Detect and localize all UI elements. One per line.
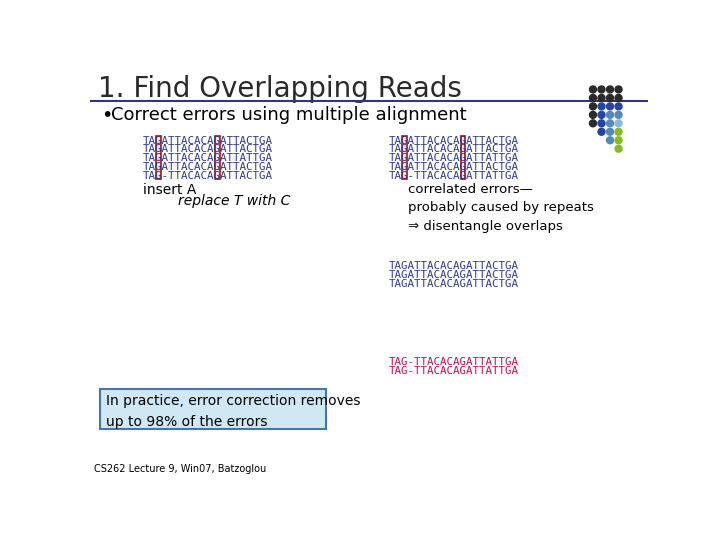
Text: 1. Find Overlapping Reads: 1. Find Overlapping Reads [98, 75, 462, 103]
Text: TAG-TTACACAGATTACTGA: TAG-TTACACAGATTACTGA [143, 171, 273, 181]
Text: TAGATTACACAGATTATTGA: TAGATTACACAGATTATTGA [388, 153, 518, 163]
Circle shape [606, 137, 613, 144]
Text: TAGATTACACAGATTACTGA: TAGATTACACAGATTACTGA [143, 162, 273, 172]
FancyBboxPatch shape [156, 136, 161, 179]
Circle shape [590, 86, 596, 93]
Circle shape [606, 129, 613, 135]
Text: TAG-TTACACAGATTATTGA: TAG-TTACACAGATTATTGA [388, 366, 518, 376]
Circle shape [615, 94, 622, 102]
Circle shape [598, 103, 605, 110]
Circle shape [606, 86, 613, 93]
Circle shape [615, 129, 622, 135]
FancyBboxPatch shape [461, 136, 465, 179]
Text: TAGATTACACAGATTACTGA: TAGATTACACAGATTACTGA [388, 136, 518, 146]
Circle shape [615, 103, 622, 110]
Circle shape [606, 94, 613, 102]
Text: TAGATTACACAGATTACTGA: TAGATTACACAGATTACTGA [388, 162, 518, 172]
Circle shape [598, 94, 605, 102]
Circle shape [615, 145, 622, 152]
Circle shape [615, 86, 622, 93]
Text: TAGATTACACAGATTACTGA: TAGATTACACAGATTACTGA [388, 145, 518, 154]
Circle shape [606, 120, 613, 127]
Circle shape [615, 111, 622, 118]
Circle shape [606, 103, 613, 110]
Circle shape [590, 120, 596, 127]
Text: replace T with C: replace T with C [178, 194, 290, 208]
Text: TAGATTACACAGATTATTGA: TAGATTACACAGATTATTGA [143, 153, 273, 163]
Text: TAG-TTACACAGATTATTGA: TAG-TTACACAGATTATTGA [388, 357, 518, 367]
Circle shape [615, 120, 622, 127]
Text: TAGATTACACAGATTACTGA: TAGATTACACAGATTACTGA [143, 136, 273, 146]
FancyBboxPatch shape [100, 389, 326, 429]
Text: CS262 Lecture 9, Win07, Batzoglou: CS262 Lecture 9, Win07, Batzoglou [94, 464, 266, 475]
Text: TAGATTACACAGATTACTGA: TAGATTACACAGATTACTGA [388, 261, 518, 271]
Circle shape [606, 111, 613, 118]
FancyBboxPatch shape [215, 136, 220, 179]
Text: TAG-TTACACAGATTATTGA: TAG-TTACACAGATTATTGA [388, 171, 518, 181]
FancyBboxPatch shape [402, 136, 407, 179]
Circle shape [598, 120, 605, 127]
Text: correlated errors—
probably caused by repeats
⇒ disentangle overlaps: correlated errors— probably caused by re… [408, 183, 593, 233]
Text: •: • [101, 106, 112, 125]
Circle shape [590, 94, 596, 102]
Text: insert A: insert A [143, 183, 196, 197]
Circle shape [598, 111, 605, 118]
Text: Correct errors using multiple alignment: Correct errors using multiple alignment [111, 106, 467, 124]
Circle shape [590, 111, 596, 118]
Text: TAGATTACACAGATTACTGA: TAGATTACACAGATTACTGA [388, 270, 518, 280]
Circle shape [590, 103, 596, 110]
Text: TAGATTACACAGATTACTGA: TAGATTACACAGATTACTGA [143, 145, 273, 154]
Circle shape [615, 137, 622, 144]
Text: TAGATTACACAGATTACTGA: TAGATTACACAGATTACTGA [388, 279, 518, 289]
Text: In practice, error correction removes
up to 98% of the errors: In practice, error correction removes up… [107, 394, 361, 429]
Circle shape [598, 129, 605, 135]
Circle shape [598, 86, 605, 93]
